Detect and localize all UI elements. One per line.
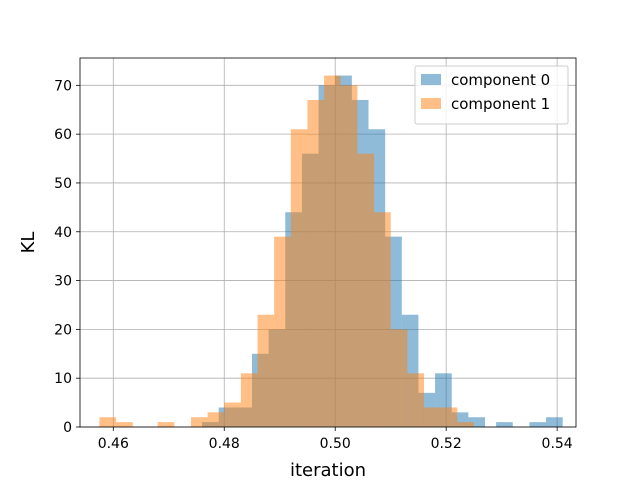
y-axis-label: KL	[18, 232, 39, 254]
legend-label-component-1: component 1	[451, 95, 550, 113]
x-tick-label: 0.50	[320, 436, 351, 452]
histogram-bar-component-1	[274, 236, 291, 427]
histogram-bar-component-1	[257, 314, 275, 427]
histogram-bar-component-1	[207, 412, 225, 427]
x-tick-label: 0.48	[209, 436, 240, 452]
y-tick-label: 0	[63, 420, 72, 436]
histogram-bar-component-1	[157, 422, 175, 427]
legend-box	[414, 65, 569, 125]
y-tick-label: 60	[54, 127, 72, 143]
x-tick-label: 0.54	[542, 436, 573, 452]
histogram-bar-component-1	[357, 153, 375, 427]
histogram-bar-component-1	[190, 417, 208, 427]
x-tick-label: 0.52	[431, 436, 462, 452]
axis-ticks: 0.46 0.48 0.50 0.52 0.54 0 10 20 30 40 50 60 70	[54, 78, 573, 452]
histogram-bar-component-1	[440, 407, 458, 427]
histogram-bar-component-1	[290, 129, 308, 427]
plot-frame	[79, 57, 577, 428]
histogram-bar-component-1	[374, 212, 391, 427]
histogram-bar-component-0	[529, 422, 547, 427]
histogram-bar-component-0	[468, 417, 486, 427]
histogram-bar-component-1	[390, 329, 408, 427]
histogram-bar-component-1	[224, 402, 241, 427]
histogram-bar-component-0	[496, 422, 513, 427]
histogram-bar-component-1	[324, 75, 341, 428]
histogram-bar-component-1	[240, 373, 258, 427]
histogram-bar-component-1	[307, 99, 325, 427]
y-tick-label: 10	[54, 371, 72, 387]
histogram-bar-component-1	[116, 422, 133, 427]
x-axis-label: iteration	[290, 460, 366, 480]
histogram-bar-component-1	[99, 417, 117, 427]
y-tick-label: 30	[54, 274, 72, 290]
histogram-bar-component-1	[340, 85, 358, 427]
histogram-bar-component-1	[457, 422, 474, 427]
legend: component 0 component 1	[414, 65, 569, 125]
y-tick-label: 70	[54, 78, 72, 94]
histogram-bar-component-1	[407, 373, 424, 427]
y-tick-label: 20	[54, 322, 72, 338]
legend-swatch-component-0	[421, 74, 441, 85]
x-tick-label: 0.46	[98, 436, 129, 452]
histogram-bar-component-1	[423, 407, 441, 427]
histogram-bars	[99, 75, 563, 428]
legend-label-component-0: component 0	[451, 71, 550, 89]
y-tick-label: 50	[54, 176, 72, 192]
y-tick-label: 40	[54, 225, 72, 241]
legend-swatch-component-1	[421, 98, 441, 109]
histogram-bar-component-0	[546, 417, 563, 427]
